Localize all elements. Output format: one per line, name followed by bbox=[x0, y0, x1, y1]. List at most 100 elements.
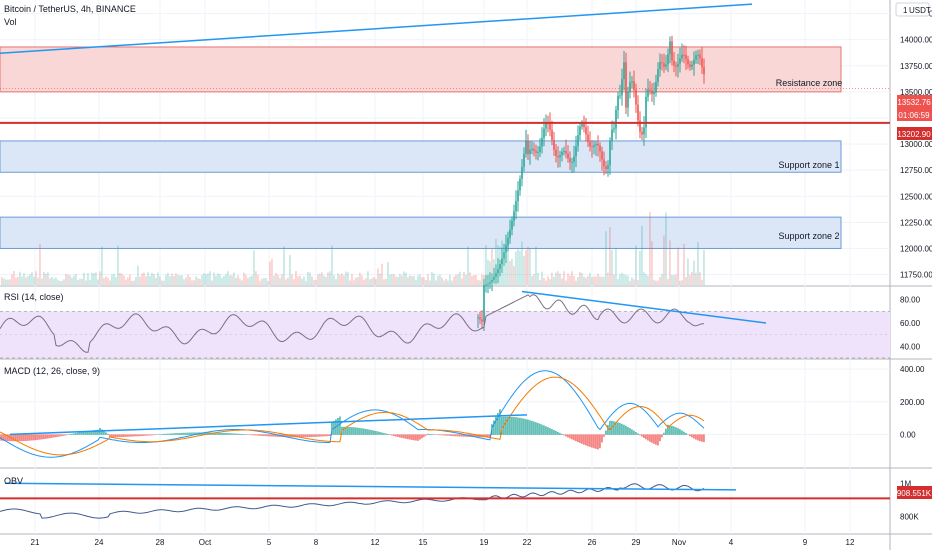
macd-histogram-bar bbox=[457, 434, 459, 437]
macd-histogram-bar bbox=[409, 434, 411, 440]
time-tick-label: 12 bbox=[371, 538, 380, 547]
macd-histogram-bar bbox=[59, 434, 61, 437]
macd-histogram-bar bbox=[521, 418, 523, 435]
macd-histogram-bar bbox=[177, 433, 179, 435]
macd-histogram-bar bbox=[45, 434, 47, 439]
macd-histogram-bar bbox=[605, 430, 607, 435]
volume-bar bbox=[507, 245, 509, 285]
volume-bar bbox=[143, 272, 145, 285]
candle-body bbox=[673, 60, 675, 66]
macd-histogram-bar bbox=[501, 416, 503, 435]
macd-histogram-bar bbox=[259, 434, 261, 436]
volume-bar bbox=[235, 277, 237, 285]
volume-bar bbox=[433, 273, 435, 285]
volume-bar bbox=[569, 275, 571, 285]
volume-bar bbox=[607, 272, 609, 285]
candle-countdown: 01:06:59 bbox=[898, 111, 930, 120]
volume-bar bbox=[155, 277, 157, 285]
volume-legend[interactable]: Vol bbox=[4, 17, 17, 27]
volume-bar bbox=[629, 280, 631, 285]
candle-body bbox=[515, 201, 517, 212]
candle bbox=[523, 147, 525, 172]
macd-histogram-bar bbox=[385, 433, 387, 435]
macd-histogram-bar bbox=[277, 434, 279, 437]
candle-body bbox=[579, 126, 581, 136]
volume-bar bbox=[479, 280, 481, 285]
volume-bar bbox=[195, 276, 197, 285]
macd-histogram-bar bbox=[361, 428, 363, 435]
volume-bar bbox=[5, 279, 7, 285]
candle bbox=[663, 53, 665, 73]
candle bbox=[541, 127, 543, 154]
macd-histogram-bar bbox=[65, 434, 67, 436]
candle-body bbox=[639, 120, 641, 132]
candle bbox=[583, 115, 585, 133]
obv-line bbox=[0, 483, 705, 519]
volume-bar bbox=[647, 275, 649, 285]
volume-bar bbox=[419, 274, 421, 285]
candle-body bbox=[503, 252, 505, 259]
volume-bar bbox=[611, 250, 613, 285]
macd-histogram-bar bbox=[597, 434, 599, 450]
time-tick-label: 5 bbox=[267, 538, 272, 547]
volume-bar bbox=[147, 272, 149, 285]
volume-bar bbox=[275, 273, 277, 285]
macd-histogram-bar bbox=[417, 434, 419, 441]
drawing-tools[interactable] bbox=[0, 3, 890, 500]
macd-histogram-bar bbox=[147, 434, 149, 436]
macd-histogram-bar bbox=[487, 434, 489, 438]
volume-bar bbox=[675, 274, 677, 285]
macd-histogram-bar bbox=[635, 432, 637, 435]
macd-histogram-bar bbox=[61, 434, 63, 437]
candle bbox=[487, 274, 489, 294]
time-tick-label: 8 bbox=[314, 538, 319, 547]
currency-badge[interactable]: 1 USDT bbox=[895, 2, 931, 17]
volume-bar bbox=[65, 274, 67, 285]
macd-histogram-bar bbox=[345, 426, 347, 435]
symbol-legend[interactable]: Bitcoin / TetherUS, 4h, BINANCE bbox=[4, 4, 136, 14]
volume-bar bbox=[405, 272, 407, 285]
macd-histogram-bar bbox=[7, 434, 9, 442]
volume-bar bbox=[553, 277, 555, 285]
candle-body bbox=[581, 123, 583, 127]
macd-histogram-bar bbox=[655, 434, 657, 445]
macd-histogram-bar bbox=[353, 427, 355, 435]
time-tick-label: 22 bbox=[523, 538, 532, 547]
volume-bar bbox=[619, 274, 621, 285]
candle-body bbox=[593, 145, 595, 147]
candle bbox=[691, 60, 693, 71]
volume-bar bbox=[279, 278, 281, 285]
candle bbox=[689, 60, 691, 71]
macd-histogram-bar bbox=[561, 433, 563, 435]
volume-bar bbox=[697, 242, 699, 285]
candle bbox=[579, 123, 581, 141]
macd-histogram-bar bbox=[113, 434, 115, 438]
support-zone-2-label: Support zone 2 bbox=[778, 231, 839, 241]
candle-body bbox=[517, 190, 519, 202]
macd-histogram-bar bbox=[661, 434, 663, 438]
obv-legend[interactable]: OBV bbox=[4, 476, 24, 486]
volume-bar bbox=[229, 275, 231, 285]
candle bbox=[679, 47, 681, 73]
price-tick-label: 13500.00 bbox=[900, 88, 932, 97]
macd-histogram-bar bbox=[319, 434, 321, 437]
macd-histogram-bar bbox=[21, 434, 23, 442]
macd-histogram-bar bbox=[371, 430, 373, 435]
macd-histogram-bar bbox=[29, 434, 31, 441]
candle-body bbox=[597, 143, 599, 146]
candle-body bbox=[487, 283, 489, 285]
macd-legend[interactable]: MACD (12, 26, close, 9) bbox=[4, 366, 101, 376]
macd-histogram-bar bbox=[257, 434, 259, 436]
candle bbox=[527, 134, 529, 160]
candle bbox=[701, 46, 703, 74]
volume-bar bbox=[345, 271, 347, 285]
macd-histogram-bar bbox=[23, 434, 25, 442]
rsi-legend[interactable]: RSI (14, close) bbox=[4, 292, 64, 302]
candle bbox=[531, 141, 533, 155]
candle bbox=[483, 279, 485, 331]
macd-histogram-bar bbox=[557, 431, 559, 435]
macd-histogram-bar bbox=[103, 430, 105, 435]
macd-histogram-bar bbox=[625, 425, 627, 435]
